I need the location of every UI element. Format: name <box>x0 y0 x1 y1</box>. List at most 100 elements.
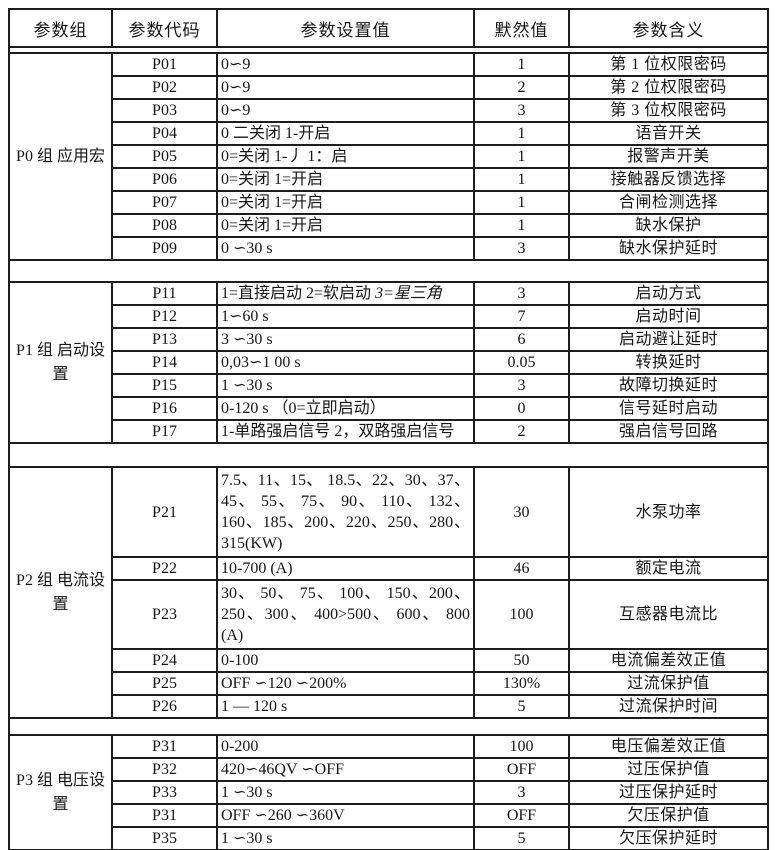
param-meaning: 缺水保护延时 <box>568 236 769 261</box>
default-value: OFF <box>473 803 570 828</box>
col-header-param-meaning: 参数含义 <box>568 8 769 48</box>
setting-text: 0=关闭 1-丿 1：启 <box>221 148 348 165</box>
table-row: P1 组 启动设置 P11 1=直接启动 2=软启动 3=星三角 3 启动方式 <box>8 281 769 444</box>
param-code: P17 <box>111 419 218 444</box>
table-row: P24 0-100 50 电流偏差效正值 <box>9 648 769 673</box>
table-row: P33 1 ∽30 s 3 过压保护延时 <box>9 780 769 805</box>
group-label: P2 组 电流设置 <box>8 466 113 719</box>
param-code: P26 <box>111 694 218 719</box>
param-meaning: 语音开关 <box>568 121 769 146</box>
group-separator-cell <box>8 259 769 283</box>
table-row: P12 1∽60 s 7 启动时间 <box>9 304 769 329</box>
table-row: P03 0∽9 3 第 3 位权限密码 <box>9 98 769 123</box>
param-meaning: 欠压保护延时 <box>568 826 769 850</box>
param-meaning: 接触器反馈选择 <box>568 167 769 192</box>
param-meaning: 水泵功率 <box>568 466 769 558</box>
param-meaning: 过压保护延时 <box>568 780 769 805</box>
default-value: 3 <box>473 236 570 261</box>
group-label: P0 组 应用宏 <box>8 52 113 261</box>
table-row: P06 0=关闭 1=开启 1 接触器反馈选择 <box>9 167 769 192</box>
param-meaning: 启动时间 <box>568 304 769 329</box>
param-code: P06 <box>111 167 218 192</box>
param-meaning: 第 1 位权限密码 <box>568 52 769 77</box>
table-row: P3 组 电压设置 P31 0-200 100 电压偏差效正值 <box>8 734 769 850</box>
default-value: 0.05 <box>473 350 570 375</box>
col-header-default-value: 默然值 <box>473 8 570 48</box>
default-value: 3 <box>473 98 570 123</box>
group-separator-cell <box>8 442 769 468</box>
default-value: 1 <box>473 190 570 215</box>
setting-text: 0∽9 <box>221 102 251 119</box>
default-value: 1 <box>473 213 570 238</box>
param-setting-value: 0 二关闭 1-开启 <box>216 121 475 146</box>
param-setting-value: 0-200 <box>216 734 475 759</box>
param-code: P01 <box>111 52 218 77</box>
setting-text-italic: 3=星三角 <box>375 285 442 302</box>
param-setting-value: 0∽9 <box>216 98 475 123</box>
param-code: P11 <box>111 281 218 306</box>
param-meaning: 缺水保护 <box>568 213 769 238</box>
param-setting-value: 0-120 s （0=立即启动） <box>216 396 475 421</box>
default-value: 7 <box>473 304 570 329</box>
table-row: P09 0 ∽30 s 3 缺水保护延时 <box>9 236 769 261</box>
param-code: P04 <box>111 121 218 146</box>
table-row: P02 0∽9 2 第 2 位权限密码 <box>9 75 769 100</box>
setting-text: 1 — 120 s <box>221 698 288 715</box>
table-row: P08 0=关闭 1=开启 1 缺水保护 <box>9 213 769 238</box>
param-meaning: 过压保护值 <box>568 757 769 782</box>
param-meaning: 欠压保护值 <box>568 803 769 828</box>
table-row: P26 1 — 120 s 5 过流保护时间 <box>9 694 769 719</box>
default-value: 3 <box>473 780 570 805</box>
group-separator-row <box>8 46 769 54</box>
setting-text: 0 二关闭 1-开启 <box>221 125 331 142</box>
table-row: P22 10-700 (A) 46 额定电流 <box>9 556 769 581</box>
param-setting-value: 1 — 120 s <box>216 694 475 719</box>
setting-text: 1-单路强启信号 2，双路强启信号 <box>221 423 455 440</box>
table-row: P05 0=关闭 1-丿 1：启 1 报警声开美 <box>9 144 769 169</box>
param-meaning: 启动方式 <box>568 281 769 306</box>
param-code: P33 <box>111 780 218 805</box>
param-meaning: 启动避让延时 <box>568 327 769 352</box>
default-value: 3 <box>473 281 570 306</box>
setting-text: 0=关闭 1=开启 <box>221 217 324 234</box>
default-value: 1 <box>473 167 570 192</box>
param-meaning: 过流保护时间 <box>568 694 769 719</box>
default-value: 130% <box>473 671 570 696</box>
default-value: 30 <box>473 466 570 558</box>
param-code: P12 <box>111 304 218 329</box>
setting-text: 1∽60 s <box>221 308 269 325</box>
setting-text: 0-200 <box>221 738 259 755</box>
param-setting-value: OFF ∽120 ∽200% <box>216 671 475 696</box>
table-row: P04 0 二关闭 1-开启 1 语音开关 <box>9 121 769 146</box>
table-row: P16 0-120 s （0=立即启动） 0 信号延时启动 <box>9 396 769 421</box>
group-label: P3 组 电压设置 <box>8 734 113 850</box>
default-value: OFF <box>473 757 570 782</box>
default-value: 1 <box>473 144 570 169</box>
table-row: P13 3 ∽30 s 6 启动避让延时 <box>9 327 769 352</box>
group-separator-row <box>8 442 769 468</box>
setting-text: 1=直接启动 2=软启动 <box>221 285 376 302</box>
default-value: 5 <box>473 826 570 850</box>
table-row: P35 1 ∽30 s 5 欠压保护延时 <box>9 826 769 850</box>
param-setting-value: 0-100 <box>216 648 475 673</box>
param-meaning: 第 3 位权限密码 <box>568 98 769 123</box>
default-value: 2 <box>473 419 570 444</box>
setting-text: 0-120 s （0=立即启动） <box>221 400 386 417</box>
default-value: 2 <box>473 75 570 100</box>
col-header-param-group: 参数组 <box>8 8 113 48</box>
param-code: P03 <box>111 98 218 123</box>
table-row: P2 组 电流设置 P21 7.5、11、15、 18.5、22、30、37、45、… <box>8 466 769 719</box>
param-code: P25 <box>111 671 218 696</box>
param-meaning: 第 2 位权限密码 <box>568 75 769 100</box>
default-value: 100 <box>473 734 570 759</box>
default-value: 100 <box>473 579 570 650</box>
param-setting-value: 0=关闭 1=开启 <box>216 213 475 238</box>
default-value: 3 <box>473 373 570 398</box>
param-setting-value: 1 ∽30 s <box>216 826 475 850</box>
param-meaning: 互感器电流比 <box>568 579 769 650</box>
param-meaning: 转换延时 <box>568 350 769 375</box>
default-value: 50 <box>473 648 570 673</box>
param-code: P23 <box>111 579 218 650</box>
setting-text: 0∽9 <box>221 56 251 73</box>
